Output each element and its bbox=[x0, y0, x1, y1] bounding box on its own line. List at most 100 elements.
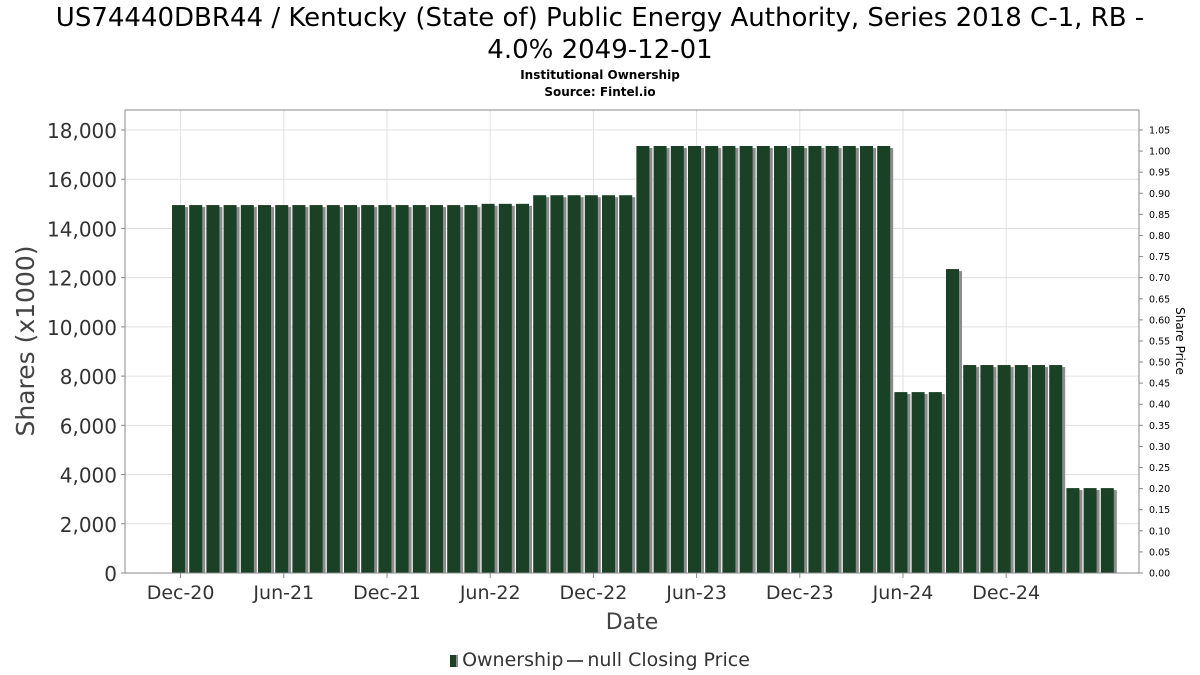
bar bbox=[395, 205, 409, 573]
y2-tick-label: 0.80 bbox=[1149, 231, 1170, 242]
chart-subtitle: Institutional Ownership bbox=[520, 68, 680, 82]
bar bbox=[1032, 365, 1045, 573]
y-axis-left: 0 2,000 4,000 6,000 8,000 10,000 12,000 14,000 1… bbox=[47, 119, 125, 586]
y2-tick-label: 0.20 bbox=[1149, 484, 1170, 495]
y2-tick-label: 0.05 bbox=[1149, 547, 1170, 558]
y-tick-label: 18,000 bbox=[47, 119, 117, 143]
y-tick-label: 10,000 bbox=[47, 316, 117, 340]
y2-tick-label: 0.85 bbox=[1149, 210, 1170, 221]
bar bbox=[498, 203, 512, 574]
bar bbox=[412, 205, 426, 573]
y2-tick-label: 0.00 bbox=[1149, 569, 1170, 580]
bar bbox=[808, 145, 822, 573]
y2-axis-label: Share Price bbox=[1173, 307, 1187, 375]
bar bbox=[1049, 365, 1063, 573]
chart-title-line-2: 4.0% 2049-12-01 bbox=[487, 35, 713, 65]
bar bbox=[430, 205, 443, 573]
bar bbox=[653, 145, 667, 573]
bar bbox=[928, 392, 942, 573]
bar-series-ownership bbox=[172, 145, 1117, 574]
x-tick-label: Dec-23 bbox=[766, 582, 834, 604]
bar bbox=[636, 145, 650, 573]
x-tick-label: Jun-23 bbox=[665, 582, 727, 604]
y-tick-label: 8,000 bbox=[60, 365, 117, 389]
bar bbox=[481, 203, 495, 574]
y-tick-label: 12,000 bbox=[47, 267, 117, 291]
bar bbox=[860, 145, 873, 573]
bar bbox=[980, 365, 994, 573]
legend: Ownership null Closing Price bbox=[0, 648, 1200, 672]
bar bbox=[894, 392, 908, 573]
bar bbox=[464, 205, 478, 573]
bar bbox=[378, 205, 392, 573]
bar bbox=[447, 205, 461, 573]
y-tick-label: 14,000 bbox=[47, 217, 117, 241]
bar bbox=[619, 195, 633, 573]
bar bbox=[997, 365, 1011, 573]
y2-tick-label: 0.30 bbox=[1149, 442, 1170, 453]
bar bbox=[240, 205, 254, 573]
y2-tick-label: 1.00 bbox=[1149, 147, 1170, 158]
bar bbox=[825, 145, 839, 573]
bar bbox=[223, 205, 237, 573]
bar bbox=[688, 145, 701, 573]
y2-tick-label: 0.40 bbox=[1149, 400, 1170, 411]
y-tick-label: 16,000 bbox=[47, 168, 117, 192]
bar bbox=[533, 195, 547, 573]
bar bbox=[567, 195, 581, 573]
y-axis-right: 0.00 0.05 0.10 0.15 0.20 0.25 0.30 0.35 0.40 0.45… bbox=[1139, 126, 1170, 580]
bar bbox=[1014, 365, 1028, 573]
bar bbox=[705, 145, 719, 573]
bar bbox=[309, 205, 323, 573]
y2-tick-label: 0.35 bbox=[1149, 421, 1170, 432]
bar bbox=[326, 205, 340, 573]
bar bbox=[206, 205, 220, 573]
y-tick-label: 2,000 bbox=[60, 513, 117, 537]
y2-tick-label: 1.05 bbox=[1149, 126, 1170, 137]
x-axis: Dec-20 Jun-21 Dec-21 Jun-22 Dec-22 Jun-23 Dec-… bbox=[147, 573, 1040, 604]
plot-border bbox=[124, 109, 1140, 574]
bar bbox=[911, 392, 925, 573]
y2-tick-label: 0.25 bbox=[1149, 463, 1170, 474]
y2-tick-label: 0.15 bbox=[1149, 505, 1170, 516]
bar bbox=[516, 203, 529, 574]
y-tick-label: 4,000 bbox=[60, 464, 117, 488]
bar bbox=[946, 269, 959, 573]
x-axis-label: Date bbox=[606, 610, 659, 635]
y2-tick-label: 0.10 bbox=[1149, 526, 1170, 537]
bar bbox=[877, 145, 891, 573]
bar bbox=[258, 205, 271, 573]
bar bbox=[189, 205, 203, 573]
bar bbox=[1083, 488, 1097, 573]
bar bbox=[722, 145, 736, 573]
bar bbox=[774, 145, 787, 573]
legend-ownership-label: Ownership bbox=[462, 649, 564, 671]
bar bbox=[361, 205, 375, 573]
bar bbox=[602, 195, 615, 573]
y2-tick-label: 0.90 bbox=[1149, 189, 1170, 200]
x-tick-label: Dec-20 bbox=[147, 582, 215, 604]
legend-ownership-swatch bbox=[450, 654, 459, 667]
y2-tick-label: 0.55 bbox=[1149, 336, 1170, 347]
x-tick-label: Jun-22 bbox=[459, 582, 521, 604]
bar bbox=[550, 195, 564, 573]
bar bbox=[963, 365, 977, 573]
y2-tick-label: 0.45 bbox=[1149, 379, 1170, 390]
bar bbox=[1066, 488, 1080, 573]
x-tick-label: Dec-21 bbox=[353, 582, 421, 604]
y2-tick-label: 0.50 bbox=[1149, 358, 1170, 369]
chart-source: Source: Fintel.io bbox=[544, 85, 656, 99]
y2-tick-label: 0.70 bbox=[1149, 273, 1170, 284]
bar bbox=[791, 145, 805, 573]
y2-tick-label: 0.65 bbox=[1149, 294, 1170, 305]
bar bbox=[344, 205, 357, 573]
bar bbox=[292, 205, 306, 573]
x-tick-label: Dec-24 bbox=[972, 582, 1040, 604]
bar bbox=[739, 145, 753, 573]
bar bbox=[842, 145, 856, 573]
y2-tick-label: 0.75 bbox=[1149, 252, 1170, 263]
bar bbox=[670, 145, 684, 573]
y2-tick-label: 0.95 bbox=[1149, 168, 1170, 179]
legend-price-label: null Closing Price bbox=[587, 649, 750, 671]
x-tick-label: Jun-21 bbox=[252, 582, 314, 604]
